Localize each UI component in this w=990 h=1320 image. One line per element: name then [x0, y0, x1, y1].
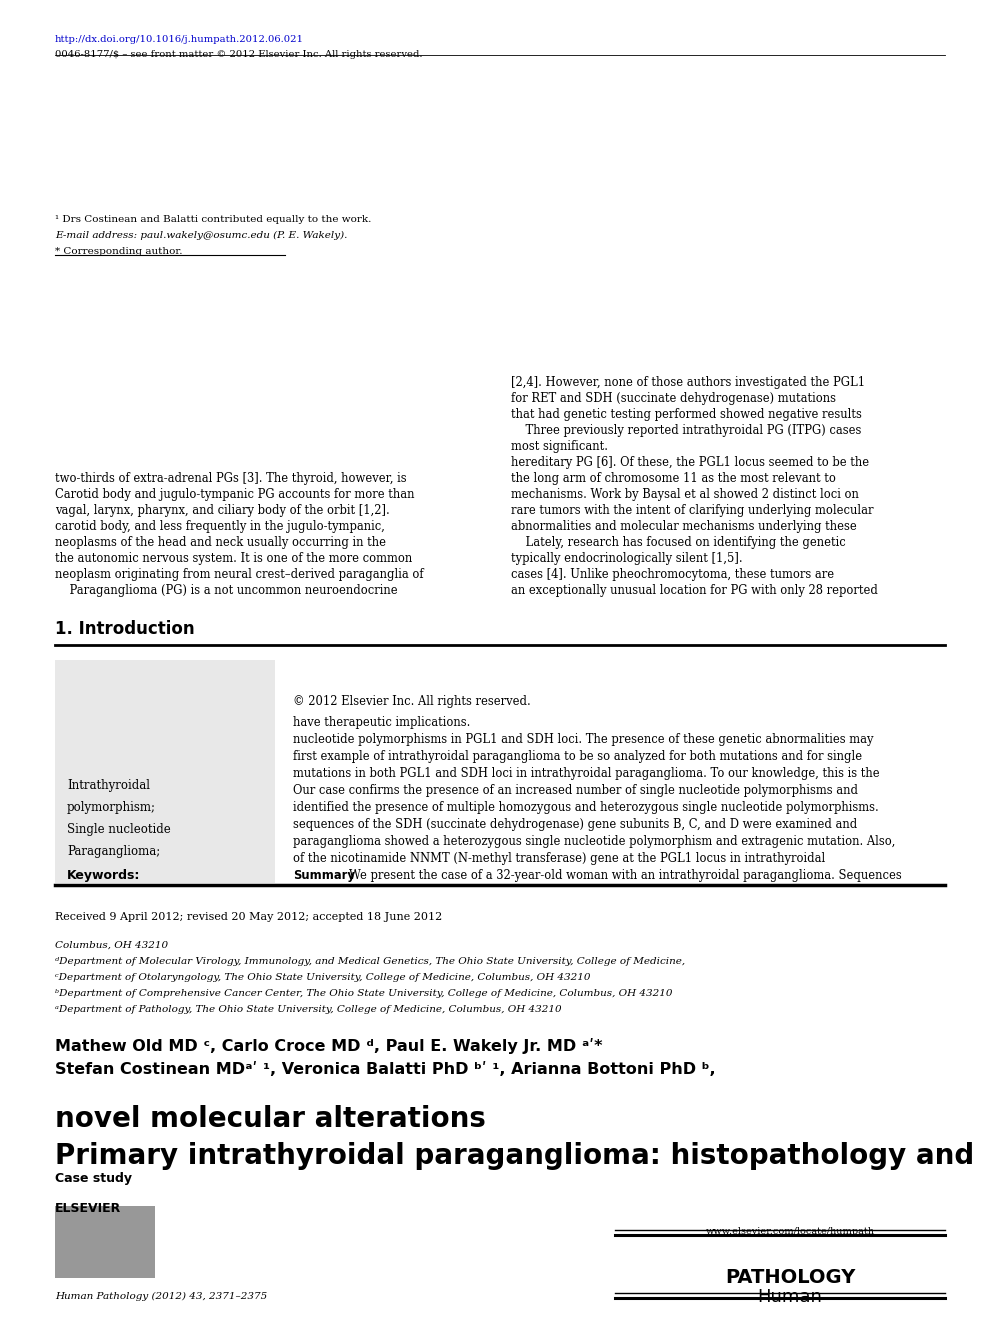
- Bar: [55, 660, 275, 883]
- Text: Carotid body and jugulo-tympanic PG accounts for more than: Carotid body and jugulo-tympanic PG acco…: [55, 488, 415, 502]
- Text: for RET and SDH (succinate dehydrogenase) mutations: for RET and SDH (succinate dehydrogenase…: [511, 392, 836, 405]
- Text: Columbus, OH 43210: Columbus, OH 43210: [55, 941, 168, 950]
- Text: the autonomic nervous system. It is one of the more common: the autonomic nervous system. It is one …: [55, 552, 412, 565]
- Text: [2,4]. However, none of those authors investigated the PGL1: [2,4]. However, none of those authors in…: [511, 376, 865, 389]
- Text: E-mail address: paul.wakely@osumc.edu (P. E. Wakely).: E-mail address: paul.wakely@osumc.edu (P…: [55, 231, 347, 240]
- Text: of the nicotinamide NNMT (N-methyl transferase) gene at the PGL1 locus in intrat: of the nicotinamide NNMT (N-methyl trans…: [293, 851, 826, 865]
- Text: hereditary PG [6]. Of these, the PGL1 locus seemed to be the: hereditary PG [6]. Of these, the PGL1 lo…: [511, 455, 869, 469]
- Text: that had genetic testing performed showed negative results: that had genetic testing performed showe…: [511, 408, 862, 421]
- Text: cases [4]. Unlike pheochromocytoma, these tumors are: cases [4]. Unlike pheochromocytoma, thes…: [511, 568, 835, 581]
- Text: Stefan Costinean MDᵃʹ ¹, Veronica Balatti PhD ᵇʹ ¹, Arianna Bottoni PhD ᵇ,: Stefan Costinean MDᵃʹ ¹, Veronica Balatt…: [55, 1063, 716, 1077]
- Text: PATHOLOGY: PATHOLOGY: [725, 1269, 855, 1287]
- Text: Paraganglioma (PG) is a not uncommon neuroendocrine: Paraganglioma (PG) is a not uncommon neu…: [55, 583, 398, 597]
- Text: ELSEVIER: ELSEVIER: [55, 1203, 121, 1214]
- Text: most significant.: most significant.: [511, 440, 608, 453]
- Text: Single nucleotide: Single nucleotide: [67, 822, 170, 836]
- Bar: [55, 1206, 155, 1278]
- Text: ᵈDepartment of Molecular Virology, Immunology, and Medical Genetics, The Ohio St: ᵈDepartment of Molecular Virology, Immun…: [55, 957, 685, 966]
- Text: Primary intrathyroidal paraganglioma: histopathology and: Primary intrathyroidal paraganglioma: hi…: [55, 1142, 974, 1170]
- Text: Human Pathology (2012) 43, 2371–2375: Human Pathology (2012) 43, 2371–2375: [55, 1292, 267, 1302]
- Text: nucleotide polymorphisms in PGL1 and SDH loci. The presence of these genetic abn: nucleotide polymorphisms in PGL1 and SDH…: [293, 733, 873, 746]
- Text: novel molecular alterations: novel molecular alterations: [55, 1105, 486, 1133]
- Text: Human: Human: [757, 1288, 823, 1305]
- Text: Lately, research has focused on identifying the genetic: Lately, research has focused on identify…: [511, 536, 845, 549]
- Text: have therapeutic implications.: have therapeutic implications.: [293, 715, 470, 729]
- Text: Paraganglioma;: Paraganglioma;: [67, 845, 160, 858]
- Text: Keywords:: Keywords:: [67, 869, 141, 882]
- Text: © 2012 Elsevier Inc. All rights reserved.: © 2012 Elsevier Inc. All rights reserved…: [293, 696, 531, 708]
- Text: Three previously reported intrathyroidal PG (ITPG) cases: Three previously reported intrathyroidal…: [511, 424, 861, 437]
- Text: 0046-8177/$ – see front matter © 2012 Elsevier Inc. All rights reserved.: 0046-8177/$ – see front matter © 2012 El…: [55, 50, 423, 59]
- Text: identified the presence of multiple homozygous and heterozygous single nucleotid: identified the presence of multiple homo…: [293, 801, 879, 814]
- Text: first example of intrathyroidal paraganglioma to be so analyzed for both mutatio: first example of intrathyroidal paragang…: [293, 750, 862, 763]
- Text: www.elsevier.com/locate/humpath: www.elsevier.com/locate/humpath: [706, 1228, 874, 1236]
- Text: ᶜDepartment of Otolaryngology, The Ohio State University, College of Medicine, C: ᶜDepartment of Otolaryngology, The Ohio …: [55, 973, 590, 982]
- Text: neoplasms of the head and neck usually occurring in the: neoplasms of the head and neck usually o…: [55, 536, 386, 549]
- Text: an exceptionally unusual location for PG with only 28 reported: an exceptionally unusual location for PG…: [511, 583, 878, 597]
- Text: mutations in both PGL1 and SDH loci in intrathyroidal paraganglioma. To our know: mutations in both PGL1 and SDH loci in i…: [293, 767, 880, 780]
- Text: Intrathyroidal: Intrathyroidal: [67, 779, 150, 792]
- Text: mechanisms. Work by Baysal et al showed 2 distinct loci on: mechanisms. Work by Baysal et al showed …: [511, 488, 859, 502]
- Text: rare tumors with the intent of clarifying underlying molecular: rare tumors with the intent of clarifyin…: [511, 504, 873, 517]
- Text: Our case confirms the presence of an increased number of single nucleotide polym: Our case confirms the presence of an inc…: [293, 784, 858, 797]
- Text: Case study: Case study: [55, 1172, 132, 1185]
- Text: ᵃDepartment of Pathology, The Ohio State University, College of Medicine, Columb: ᵃDepartment of Pathology, The Ohio State…: [55, 1005, 561, 1014]
- Text: http://dx.doi.org/10.1016/j.humpath.2012.06.021: http://dx.doi.org/10.1016/j.humpath.2012…: [55, 36, 304, 44]
- Text: abnormalities and molecular mechanisms underlying these: abnormalities and molecular mechanisms u…: [511, 520, 856, 533]
- Text: ᵇDepartment of Comprehensive Cancer Center, The Ohio State University, College o: ᵇDepartment of Comprehensive Cancer Cent…: [55, 989, 672, 998]
- Bar: [55, 1206, 155, 1278]
- Text: sequences of the SDH (succinate dehydrogenase) gene subunits B, C, and D were ex: sequences of the SDH (succinate dehydrog…: [293, 818, 857, 832]
- Text: 1. Introduction: 1. Introduction: [55, 620, 195, 638]
- Text: vagal, larynx, pharynx, and ciliary body of the orbit [1,2].: vagal, larynx, pharynx, and ciliary body…: [55, 504, 390, 517]
- Text: ¹ Drs Costinean and Balatti contributed equally to the work.: ¹ Drs Costinean and Balatti contributed …: [55, 215, 371, 224]
- Text: We present the case of a 32-year-old woman with an intrathyroidal paraganglioma.: We present the case of a 32-year-old wom…: [349, 869, 902, 882]
- Text: Summary: Summary: [293, 869, 354, 882]
- Text: paraganglioma showed a heterozygous single nucleotide polymorphism and extrageni: paraganglioma showed a heterozygous sing…: [293, 836, 895, 847]
- Text: the long arm of chromosome 11 as the most relevant to: the long arm of chromosome 11 as the mos…: [511, 473, 836, 484]
- Text: neoplasm originating from neural crest–derived paraganglia of: neoplasm originating from neural crest–d…: [55, 568, 424, 581]
- Text: carotid body, and less frequently in the jugulo-tympanic,: carotid body, and less frequently in the…: [55, 520, 385, 533]
- Text: polymorphism;: polymorphism;: [67, 801, 156, 814]
- Text: * Corresponding author.: * Corresponding author.: [55, 247, 182, 256]
- Text: two-thirds of extra-adrenal PGs [3]. The thyroid, however, is: two-thirds of extra-adrenal PGs [3]. The…: [55, 473, 407, 484]
- Text: Received 9 April 2012; revised 20 May 2012; accepted 18 June 2012: Received 9 April 2012; revised 20 May 20…: [55, 912, 443, 921]
- Text: typically endocrinologically silent [1,5].: typically endocrinologically silent [1,5…: [511, 552, 742, 565]
- Text: Mathew Old MD ᶜ, Carlo Croce MD ᵈ, Paul E. Wakely Jr. MD ᵃʹ*: Mathew Old MD ᶜ, Carlo Croce MD ᵈ, Paul …: [55, 1038, 603, 1053]
